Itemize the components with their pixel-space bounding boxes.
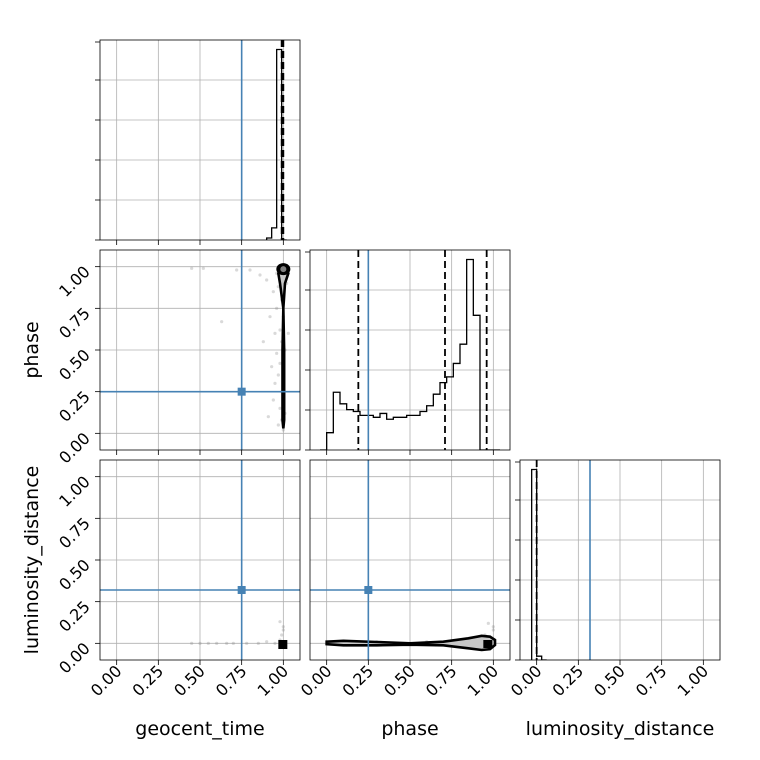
y-tick-label: 0.00 [55, 429, 94, 468]
xlabel-luminosity-distance: luminosity_distance [526, 718, 715, 740]
density-peak [483, 640, 493, 648]
panel-frame [99, 459, 301, 661]
truth-marker [364, 586, 373, 594]
y-tick-label: 0.75 [55, 304, 94, 343]
sample-point [225, 641, 229, 645]
sample-point [491, 628, 495, 632]
sample-point [286, 331, 290, 335]
sample-point [281, 628, 285, 632]
x-tick-label: 0.75 [422, 661, 461, 700]
panel-luminosity_distance-luminosity_distance: 0.00 0.25 0.50 0.75 1.00 [507, 459, 721, 700]
panel-phase-phase [305, 249, 511, 455]
truth-marker [237, 387, 246, 396]
x-tick-label: 0.00 [507, 661, 546, 700]
sample-point [491, 625, 495, 629]
contour-line [325, 634, 497, 652]
contour-line [276, 265, 290, 429]
x-tick-label: 0.75 [212, 661, 251, 700]
y-tick-label: 1.00 [55, 472, 94, 511]
y-tick-label: 0.00 [55, 639, 94, 678]
y-tick-label: 0.25 [55, 597, 94, 636]
panel-frame [99, 249, 301, 451]
sample-point [215, 641, 219, 645]
sample-point [258, 273, 262, 277]
sample-point [278, 620, 282, 624]
sample-point [273, 641, 277, 645]
density-peak-core [280, 266, 287, 273]
panel-luminosity_distance-geocent_time: 0.000.250.500.751.000.00 0.25 0.50 0.75 1.00 [55, 459, 301, 700]
sample-point [256, 641, 260, 645]
sample-point [275, 351, 279, 355]
sample-point [198, 641, 202, 645]
sample-point [273, 381, 277, 385]
x-tick-label: 1.00 [254, 661, 293, 700]
sample-point [266, 415, 270, 419]
sample-point [486, 621, 490, 625]
panel-frame [519, 459, 721, 661]
sample-point [281, 428, 285, 432]
sample-point [201, 266, 205, 270]
x-tick-label: 0.50 [590, 661, 629, 700]
sample-point [271, 398, 275, 402]
sample-point [231, 641, 235, 645]
sample-point [245, 641, 249, 645]
sample-point [265, 640, 269, 644]
x-tick-label: 0.75 [632, 661, 671, 700]
xlabel-geocent-time: geocent_time [135, 718, 264, 740]
y-tick-label: 0.50 [55, 555, 94, 594]
x-tick-label: 0.25 [129, 661, 168, 700]
x-tick-label: 1.00 [464, 661, 503, 700]
sample-point [270, 365, 274, 369]
x-tick-label: 0.25 [549, 661, 588, 700]
panel-phase-geocent_time: 0.000.250.500.751.00 [55, 249, 301, 468]
sample-point [206, 641, 210, 645]
truth-marker [237, 586, 246, 594]
sample-point [280, 633, 284, 637]
x-tick-label: 1.00 [674, 661, 713, 700]
panel-luminosity_distance-phase: 0.00 0.25 0.50 0.75 1.00 [297, 459, 511, 700]
sample-point [278, 361, 282, 365]
sample-point [273, 331, 277, 335]
sample-point [235, 268, 239, 272]
sample-point [278, 406, 282, 410]
x-tick-label: 0.00 [87, 661, 126, 700]
sample-point [276, 373, 280, 377]
y-tick-label: 0.75 [55, 514, 94, 553]
y-tick-label: 1.00 [55, 262, 94, 301]
ylabel-luminosity-distance: luminosity_distance [21, 466, 43, 655]
sample-point [278, 328, 282, 332]
sample-point [275, 306, 279, 310]
sample-point [261, 340, 265, 344]
sample-point [220, 320, 224, 324]
x-tick-label: 0.25 [339, 661, 378, 700]
y-tick-label: 0.25 [55, 387, 94, 426]
x-tick-label: 0.00 [297, 661, 336, 700]
sample-point [268, 315, 272, 319]
panel-frame [309, 459, 511, 661]
sample-point [190, 266, 194, 270]
sample-point [248, 268, 252, 272]
panel-geocent_time-geocent_time [95, 39, 301, 245]
sample-point [190, 641, 194, 645]
xlabel-phase: phase [381, 718, 438, 740]
sample-point [281, 625, 285, 629]
x-tick-label: 0.50 [170, 661, 209, 700]
sample-point [276, 423, 280, 427]
x-tick-label: 0.50 [380, 661, 419, 700]
histogram-phase [320, 258, 500, 450]
y-tick-label: 0.50 [55, 345, 94, 384]
sample-point [265, 278, 269, 282]
panel-frame [309, 249, 511, 451]
histogram-luminosity_distance [531, 468, 547, 660]
density-peak [278, 640, 288, 649]
sample-point [271, 290, 275, 294]
panel-frame [99, 39, 301, 241]
ylabel-phase: phase [21, 321, 43, 378]
